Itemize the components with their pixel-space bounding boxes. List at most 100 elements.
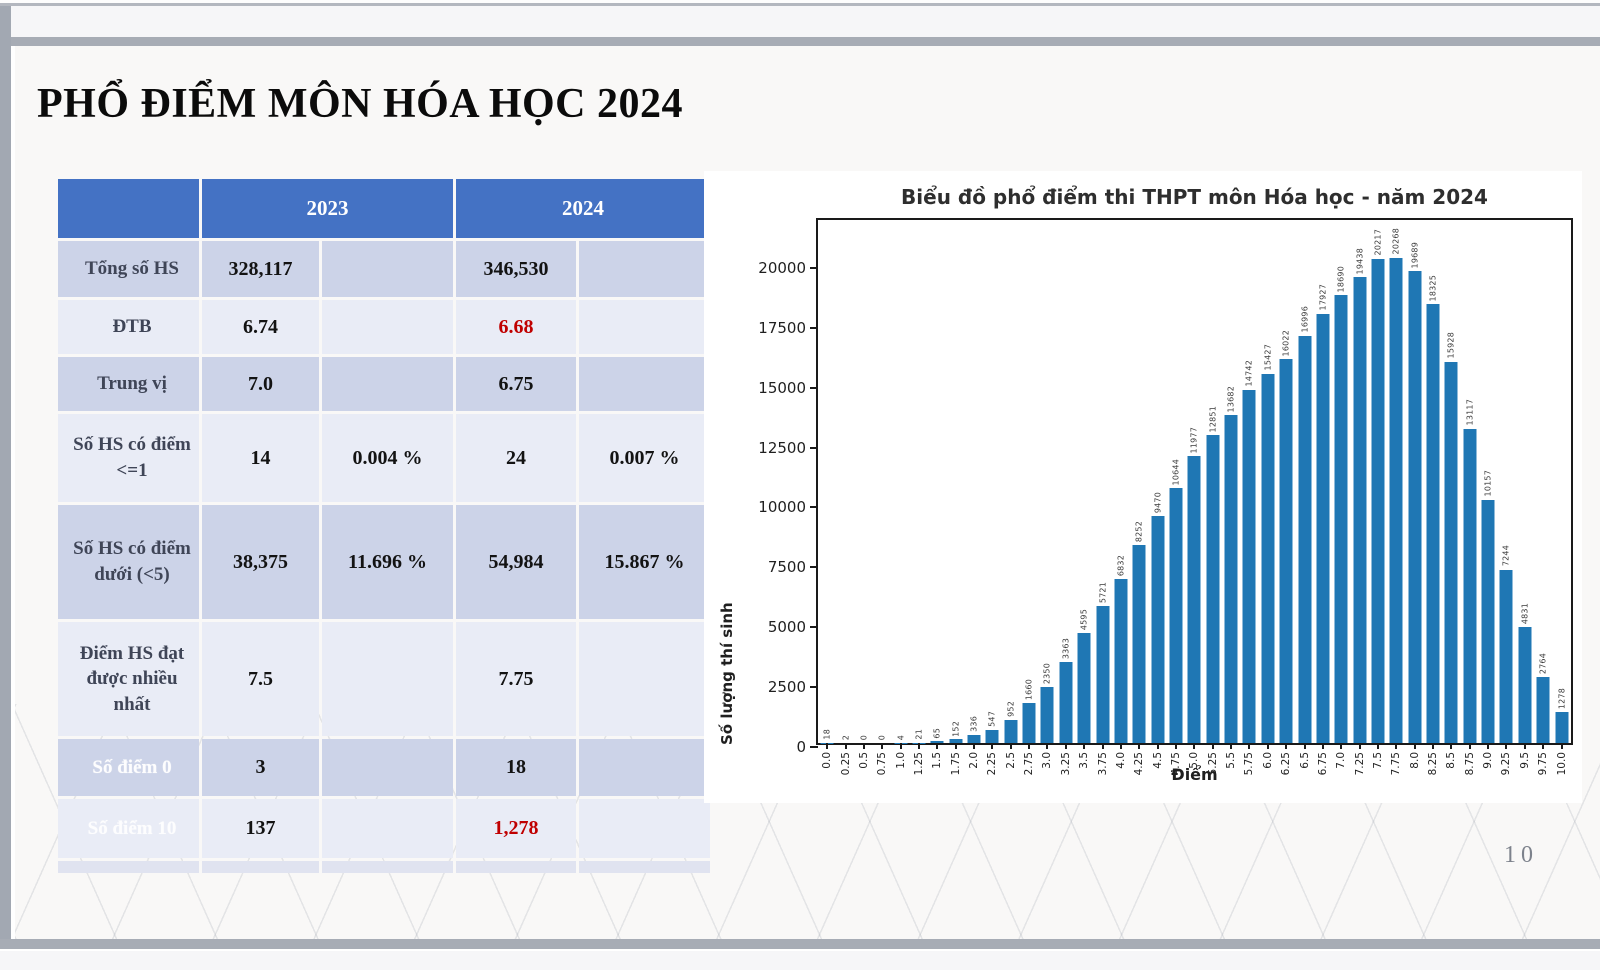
value-2023: 7.0 — [202, 357, 319, 411]
bar — [967, 735, 981, 743]
x-tick-mark — [1450, 743, 1453, 749]
bar — [1371, 258, 1385, 743]
bar-slot: 11977 5.0 — [1185, 220, 1203, 769]
value-2023: 137 — [202, 799, 319, 858]
bar-value-label: 547 — [987, 711, 997, 727]
x-tick-mark — [1156, 743, 1159, 749]
x-tick-mark — [1395, 743, 1398, 749]
bar-slot: 20268 7.75 — [1387, 220, 1405, 775]
bar-value-label: 19438 — [1355, 247, 1365, 275]
value-2024: 6.68 — [456, 300, 576, 354]
bar — [1298, 335, 1312, 743]
x-tick-mark — [1083, 743, 1086, 749]
bar-value-label: 18690 — [1336, 265, 1346, 293]
bar-value-label: 2 — [841, 734, 851, 740]
row-label: ĐTB — [58, 300, 199, 354]
bar-slot: 19438 7.25 — [1350, 220, 1368, 775]
bar-slot: 16022 6.25 — [1277, 220, 1295, 775]
value-2024: 346,530 — [456, 241, 576, 297]
percent-2024: 0.007 % — [579, 414, 710, 502]
bar — [1499, 569, 1513, 743]
x-tick-mark — [1046, 743, 1049, 749]
x-tick-mark — [826, 743, 829, 749]
percent-2024 — [579, 739, 710, 796]
bar-slot: 21 1.25 — [910, 220, 928, 775]
y-tick-label: 17500 — [758, 318, 806, 337]
bar-slot: 2 0.25 — [836, 220, 854, 776]
bar — [1555, 712, 1569, 743]
bar — [949, 739, 963, 743]
bar-slot: 6832 4.0 — [1112, 220, 1130, 769]
x-tick-mark — [1230, 743, 1233, 749]
bar-value-label: 14742 — [1244, 360, 1254, 387]
bar-value-label: 18 — [822, 729, 832, 740]
bar-value-label: 2764 — [1538, 652, 1548, 674]
y-tick-label: 10000 — [758, 498, 806, 517]
y-tick-mark — [810, 386, 818, 389]
bar-slot: 18325 8.25 — [1424, 220, 1442, 775]
bar-slot: 13117 8.75 — [1461, 220, 1479, 775]
value-2024: 6.75 — [456, 357, 576, 411]
bar-slot: 14742 5.75 — [1240, 220, 1258, 775]
x-tick-mark — [1358, 743, 1361, 749]
bar-value-label: 13117 — [1465, 399, 1475, 426]
bar — [1518, 627, 1532, 743]
bar — [1132, 545, 1146, 743]
x-tick-mark — [1175, 743, 1177, 749]
table-row: Trung vị 7.0 6.75 — [58, 357, 710, 411]
bar-value-label: 8252 — [1134, 521, 1144, 543]
x-tick-mark — [1487, 743, 1490, 749]
bar-slot: 19689 8.0 — [1406, 220, 1424, 769]
x-tick-mark — [991, 743, 994, 749]
y-tick-label: 7500 — [767, 558, 806, 577]
bar — [1279, 359, 1293, 743]
y-tick-mark — [810, 566, 818, 569]
y-tick-mark — [810, 326, 818, 329]
slide-gap-bar-top — [0, 37, 1600, 46]
bar — [1022, 703, 1036, 743]
bar-slot: 0 0.75 — [873, 220, 891, 776]
comparison-table: 2023 2024 Tổng số HS 328,117 346,530 ĐTB… — [55, 176, 713, 876]
percent-2023: 11.696 % — [322, 505, 453, 619]
y-tick-label: 5000 — [767, 618, 806, 637]
plot-area: 18 0.0 2 0.25 0 0.5 0 0.75 4 1.0 21 1.25 65 1.5 152 1.7… — [758, 218, 1573, 776]
bar-value-label: 18325 — [1428, 274, 1438, 301]
x-tick-mark — [936, 743, 939, 749]
percent-2023: 0.004 % — [322, 414, 453, 502]
bar-value-label: 7244 — [1501, 545, 1511, 567]
bar-slot: 3363 3.25 — [1057, 220, 1075, 775]
x-tick-mark — [1101, 743, 1104, 749]
row-label: Số điểm 10 — [58, 799, 199, 858]
x-tick-mark — [881, 743, 884, 749]
bar-value-label: 9470 — [1153, 492, 1163, 514]
column-header-2024: 2024 — [456, 179, 710, 238]
percent-2023 — [322, 739, 453, 796]
slide-title: PHỔ ĐIỂM MÔN HÓA HỌC 2024 — [37, 81, 683, 127]
bar — [1481, 499, 1495, 743]
x-tick-mark — [1523, 743, 1526, 749]
bar-slot: 12851 5.25 — [1204, 220, 1222, 775]
row-label: Trung vị — [58, 357, 199, 411]
row-label: Tổng số HS — [58, 241, 199, 297]
bar-slot: 8252 4.25 — [1130, 220, 1148, 775]
bar-value-label: 15427 — [1263, 344, 1273, 371]
bar-value-label: 4595 — [1079, 608, 1089, 630]
bar-slot: 9470 4.5 — [1148, 220, 1166, 769]
bar-value-label: 10157 — [1483, 470, 1493, 497]
table-row: Tổng số HS 328,117 346,530 — [58, 241, 710, 297]
percent-2023 — [322, 300, 453, 354]
row-label: Điểm HS đạt được nhiều nhất — [58, 622, 199, 736]
bar-value-label: 11977 — [1189, 426, 1199, 454]
table-corner-cell — [58, 179, 199, 238]
bar — [1187, 456, 1201, 743]
percent-2024 — [579, 357, 710, 411]
value-2023: 7.5 — [202, 622, 319, 736]
value-2023: 14 — [202, 414, 319, 502]
bar — [1059, 662, 1073, 743]
bar-value-label: 15928 — [1446, 332, 1456, 359]
bar-value-label: 17927 — [1318, 284, 1328, 311]
percent-2023 — [322, 799, 453, 858]
value-2024: 7.75 — [456, 622, 576, 736]
bar-value-label: 0 — [877, 734, 887, 740]
value-2023: 6.74 — [202, 300, 319, 354]
